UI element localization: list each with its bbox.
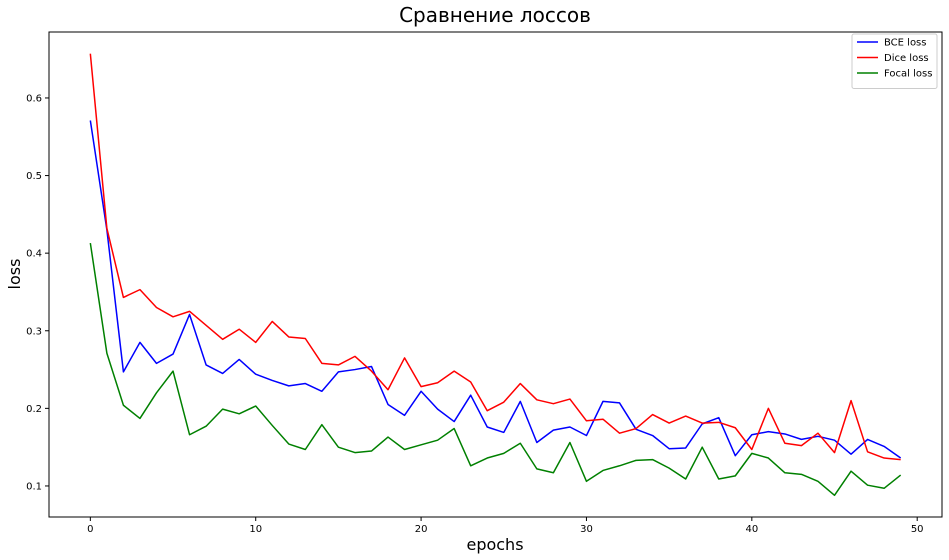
legend-box (851, 33, 938, 89)
legend: BCE loss Dice loss Focal loss (851, 33, 938, 89)
y-tick-label: 0.4 (26, 249, 42, 260)
x-tick-label: 30 (580, 524, 593, 535)
legend-label: Focal loss (884, 69, 932, 80)
y-tick-label: 0.1 (26, 481, 42, 492)
series-line-focal-loss (89, 242, 902, 497)
y-tick-label: 0.3 (26, 326, 42, 337)
x-tick-label: 20 (415, 524, 428, 535)
series-line-dice-loss (89, 53, 901, 461)
legend-label: Dice loss (884, 53, 929, 64)
axis-ticks: 0 10 20 30 40 50 0.1 0.2 0.3 0.4 0.5 0.6 (26, 93, 923, 535)
x-axis-label: epochs (466, 535, 523, 554)
series-line-bce-loss (89, 120, 902, 459)
x-tick-label: 40 (745, 524, 758, 535)
legend-label: BCE loss (884, 38, 926, 49)
x-tick-label: 0 (87, 524, 93, 535)
y-axis-label: loss (5, 259, 24, 290)
y-tick-label: 0.2 (26, 404, 42, 415)
y-tick-label: 0.5 (26, 171, 42, 182)
chart-title: Сравнение лоссов (399, 3, 591, 27)
y-tick-label: 0.6 (26, 93, 42, 104)
plot-area-frame (48, 31, 943, 518)
x-tick-label: 50 (911, 524, 924, 535)
x-tick-label: 10 (249, 524, 262, 535)
series-lines (89, 53, 902, 497)
